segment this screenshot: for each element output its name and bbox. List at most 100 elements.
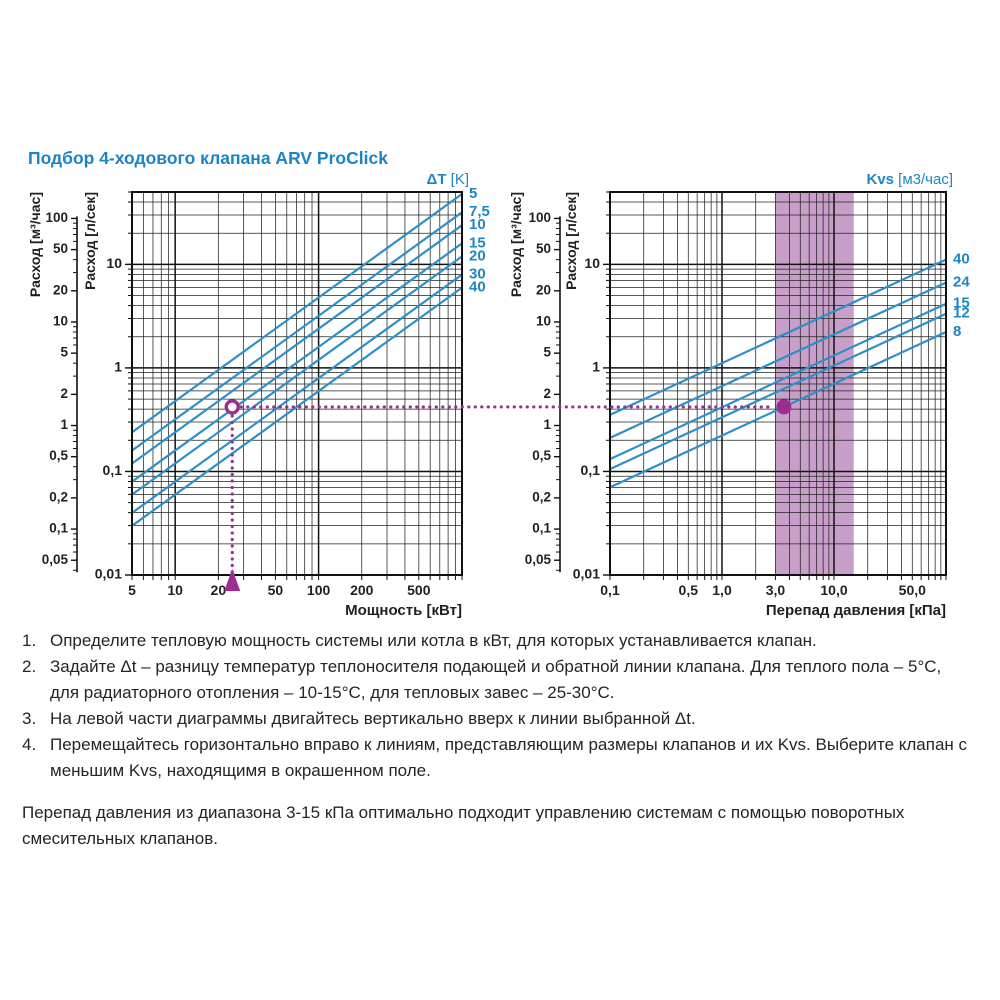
instruction-item: 3. На левой части диаграммы двигайтесь в… xyxy=(22,706,970,732)
example-result-marker xyxy=(776,399,792,415)
grid xyxy=(132,192,462,575)
instruction-item: 4. Перемещайтесь горизонтально вправо к … xyxy=(22,732,970,784)
y-tick-label: 0,1 xyxy=(103,462,123,478)
series-label-dT=30: 30 xyxy=(469,266,486,283)
x-tick-label: 5 xyxy=(128,582,136,598)
instruction-number: 1. xyxy=(22,631,37,650)
m3h-tick-label: 0,2 xyxy=(49,489,68,504)
y-axis-lsec: 10 1 0,1 0,01 xyxy=(573,191,610,582)
y-tick-label: 0,1 xyxy=(581,462,601,478)
example-start-marker xyxy=(224,399,240,415)
m3h-tick-label: 2 xyxy=(543,386,551,401)
series-label-Kvs=8: 8 xyxy=(953,323,961,340)
y-tick-label: 0,01 xyxy=(95,566,122,582)
x-tick-label: 50 xyxy=(268,582,284,598)
y-tick-label: 10 xyxy=(106,255,122,271)
x-tick-label: 500 xyxy=(407,582,431,598)
m3h-tick-label: 100 xyxy=(45,210,68,225)
y-axis-title-lsec: Расход [л/сек] xyxy=(82,192,98,290)
m3h-tick-label: 0,5 xyxy=(49,448,68,463)
m3h-tick-label: 100 xyxy=(528,210,551,225)
x-tick-label: 3,0 xyxy=(766,582,786,598)
instruction-number: 3. xyxy=(22,709,37,728)
series-line-dT=10 xyxy=(131,224,463,465)
m3h-tick-label: 0,05 xyxy=(42,552,69,567)
y-axis-m3h-ruler: 0,05 0,1 0,2 0,5 1 2 5 10 20 50 100 xyxy=(42,210,78,573)
example-up-arrow xyxy=(224,569,241,591)
x-axis: 5 10 20 50 100 200 500 Мощность [кВт] xyxy=(128,575,463,619)
x-tick-label: 10,0 xyxy=(820,582,847,598)
m3h-tick-label: 50 xyxy=(53,241,68,256)
series-label-dT=7.5: 7,5 xyxy=(469,203,490,220)
optimal-pressure-band xyxy=(775,192,854,575)
instruction-text: Определите тепловую мощность системы или… xyxy=(50,631,817,650)
instruction-text: На левой части диаграммы двигайтесь верт… xyxy=(50,709,696,728)
series-line-Kvs=24 xyxy=(609,281,947,439)
x-tick-label: 0,5 xyxy=(679,582,699,598)
page-title: Подбор 4-ходового клапана ARV ProClick xyxy=(28,147,388,168)
series-label-dT=10: 10 xyxy=(469,216,486,233)
series-line-dT=20 xyxy=(131,255,463,496)
series-line-Kvs=40 xyxy=(609,258,947,416)
m3h-tick-label: 10 xyxy=(53,314,68,329)
y-tick-label: 0,01 xyxy=(573,566,600,582)
series-line-Kvs=15 xyxy=(609,302,947,461)
y-tick-label: 10 xyxy=(584,255,600,271)
m3h-tick-label: 20 xyxy=(536,282,551,297)
x-tick-label: 200 xyxy=(350,582,374,598)
m3h-tick-label: 5 xyxy=(543,345,551,360)
series-line-dT=40 xyxy=(131,286,463,527)
instruction-text: Перемещайтесь горизонтально вправо к лин… xyxy=(50,735,968,780)
m3h-tick-label: 10 xyxy=(536,314,551,329)
series-label-Kvs=15: 15 xyxy=(953,295,970,312)
series-line-dT=30 xyxy=(131,273,463,514)
series-label-Kvs=40: 40 xyxy=(953,251,970,268)
y-axis-title-m3h: Расход [м³/час] xyxy=(508,192,524,297)
grid xyxy=(610,192,946,575)
x-tick-label: 0,1 xyxy=(600,582,620,598)
x-tick-label: 100 xyxy=(307,582,331,598)
series-line-dT=7.5 xyxy=(131,211,463,452)
y-axis-m3h-ruler: 0,05 0,1 0,2 0,5 1 2 5 10 20 50 100 xyxy=(525,210,561,573)
m3h-tick-label: 20 xyxy=(53,282,68,297)
instruction-item: 2. Задайте Δt – разницу температур тепло… xyxy=(22,654,970,706)
m3h-tick-label: 0,05 xyxy=(525,552,552,567)
series-line-dT=15 xyxy=(131,242,463,483)
y-axis-lsec: 10 1 0,1 0,01 xyxy=(95,191,132,582)
series-label-dT=5: 5 xyxy=(469,185,477,202)
m3h-tick-label: 2 xyxy=(60,386,68,401)
x-axis-title: Перепад давления [кПа] xyxy=(766,602,946,619)
series-label-Kvs=24: 24 xyxy=(953,274,970,291)
instruction-item: 1. Определите тепловую мощность системы … xyxy=(22,628,970,654)
charts-area: 5 7,5 10 15 20 30 40 5 10 20 50 100 200 500 Мощность [… xyxy=(0,170,1000,630)
series-group-label: ΔT [K] xyxy=(427,171,469,188)
x-tick-label: 10 xyxy=(167,582,183,598)
m3h-tick-label: 1 xyxy=(60,417,68,432)
y-axis-title-m3h: Расход [м³/час] xyxy=(27,192,43,297)
m3h-tick-label: 0,5 xyxy=(532,448,551,463)
series-label-dT=15: 15 xyxy=(469,234,486,251)
series-line-Kvs=12 xyxy=(609,312,947,471)
instruction-number: 2. xyxy=(22,657,37,676)
note-paragraph: Перепад давления из диапазона 3-15 кПа о… xyxy=(22,803,905,848)
x-tick-label: 50,0 xyxy=(899,582,926,598)
series-label-dT=20: 20 xyxy=(469,247,486,264)
series-label-Kvs=12: 12 xyxy=(953,305,970,322)
y-axis-title-lsec: Расход [л/сек] xyxy=(563,192,579,290)
instruction-text: Задайте Δt – разницу температур теплонос… xyxy=(50,657,942,702)
x-axis-title: Мощность [кВт] xyxy=(345,602,462,619)
plot-frame xyxy=(131,191,463,576)
m3h-tick-label: 0,2 xyxy=(532,489,551,504)
instructions-list: 1. Определите тепловую мощность системы … xyxy=(22,628,970,784)
series-label-dT=40: 40 xyxy=(469,279,486,296)
m3h-tick-label: 0,1 xyxy=(532,521,551,536)
example-path xyxy=(224,399,792,591)
y-tick-label: 1 xyxy=(592,359,600,375)
m3h-tick-label: 1 xyxy=(543,417,551,432)
series-line-dT=5 xyxy=(131,193,463,434)
m3h-tick-label: 0,1 xyxy=(49,521,68,536)
m3h-tick-label: 50 xyxy=(536,241,551,256)
